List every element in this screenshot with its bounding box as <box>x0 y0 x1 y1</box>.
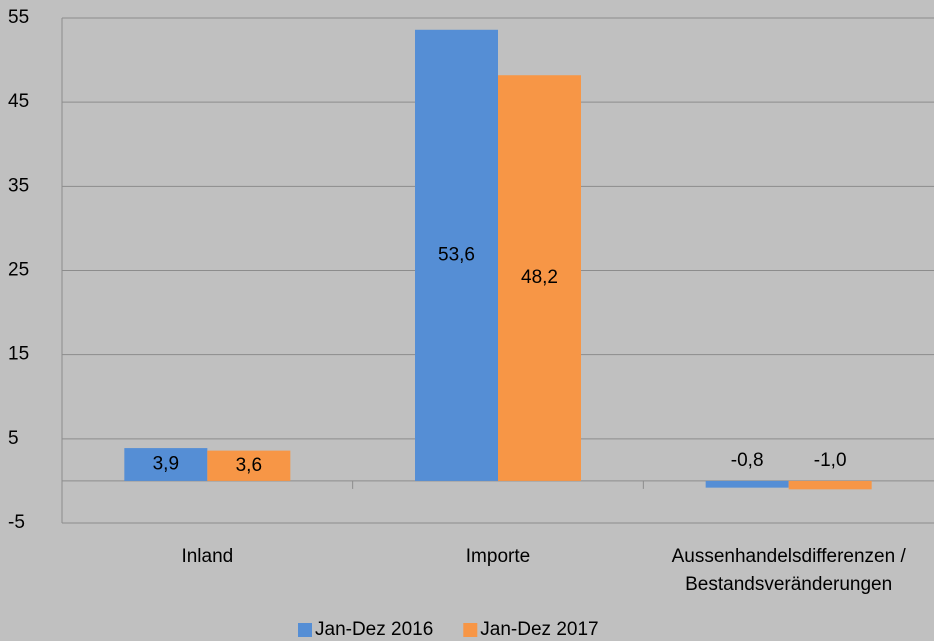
y-tick-label: 55 <box>8 7 29 28</box>
legend-label: Jan-Dez 2016 <box>315 619 433 640</box>
bar <box>415 29 498 481</box>
data-label: 53,6 <box>438 244 475 265</box>
data-label: 3,6 <box>236 455 262 476</box>
y-tick-label: 35 <box>8 175 29 196</box>
y-tick-label: -5 <box>8 512 25 533</box>
y-tick-label: 5 <box>8 428 19 449</box>
legend-label: Jan-Dez 2017 <box>480 619 598 640</box>
bar <box>788 480 872 490</box>
bar <box>498 75 581 481</box>
x-tick-label: Aussenhandelsdifferenzen / Bestandsverän… <box>671 546 906 595</box>
x-tick-label: Inland <box>181 546 234 567</box>
y-tick-label: 15 <box>8 344 29 365</box>
data-label: -0,8 <box>731 450 764 471</box>
data-label: 48,2 <box>521 267 558 288</box>
bar <box>705 480 789 488</box>
data-label: -1,0 <box>814 450 847 471</box>
data-label: 3,9 <box>153 454 179 475</box>
bar <box>124 448 208 481</box>
bar <box>207 450 291 481</box>
legend-swatch <box>463 623 478 637</box>
legend-swatch <box>298 623 312 637</box>
x-tick-label: Importe <box>465 546 531 567</box>
y-tick-label: 25 <box>8 260 29 281</box>
y-tick-label: 45 <box>8 91 29 112</box>
